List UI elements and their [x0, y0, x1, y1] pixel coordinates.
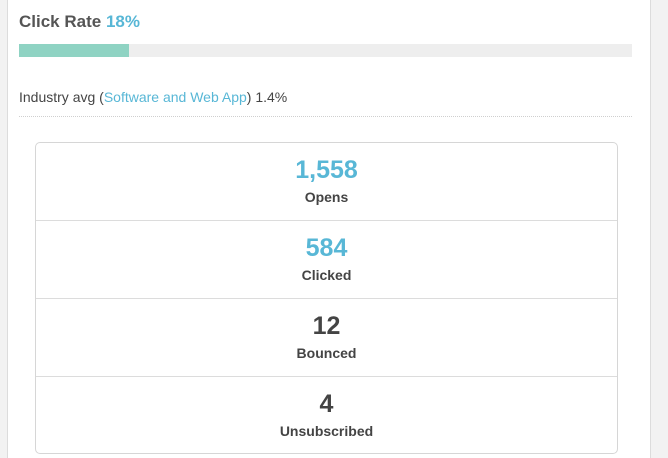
industry-category-link[interactable]: Software and Web App: [103, 89, 247, 105]
click-rate-title: Click Rate 18%: [19, 12, 140, 32]
industry-average: Industry avg (Software and Web App) 1.4%: [19, 89, 287, 105]
stat-clicked-label: Clicked: [301, 267, 352, 283]
click-rate-percent: 18%: [105, 12, 140, 31]
click-rate-label: Click Rate: [19, 12, 102, 31]
stat-opens: 1,558 Opens: [36, 143, 617, 221]
click-rate-panel: Click Rate 18% Industry avg (Software an…: [7, 0, 651, 458]
click-rate-progress-bar: [19, 44, 632, 57]
stat-bounced: 12 Bounced: [36, 299, 617, 377]
stats-table: 1,558 Opens 584 Clicked 12 Bounced 4 Uns…: [35, 142, 618, 454]
stat-bounced-value: 12: [312, 312, 341, 340]
stat-unsubscribed: 4 Unsubscribed: [36, 377, 617, 453]
divider: [19, 116, 632, 117]
click-rate-progress-fill: [19, 44, 130, 57]
industry-avg-suffix: ): [246, 89, 252, 105]
stat-unsubscribed-label: Unsubscribed: [279, 423, 374, 439]
stat-clicked: 584 Clicked: [36, 221, 617, 299]
industry-avg-prefix: Industry avg (: [19, 89, 104, 105]
industry-avg-value: 1.4%: [255, 89, 288, 105]
stat-unsubscribed-value: 4: [319, 390, 334, 418]
stat-clicked-value: 584: [305, 234, 348, 262]
stat-bounced-label: Bounced: [296, 345, 357, 361]
stat-opens-label: Opens: [304, 189, 349, 205]
stat-opens-value: 1,558: [295, 156, 358, 184]
